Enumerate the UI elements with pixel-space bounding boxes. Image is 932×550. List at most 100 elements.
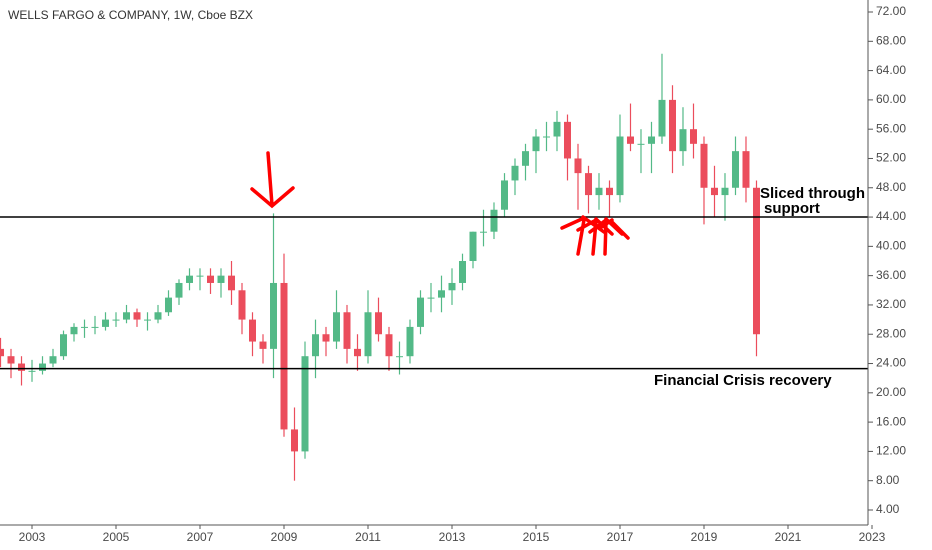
y-tick-label: 12.00 xyxy=(876,444,906,458)
y-tick-label: 8.00 xyxy=(876,473,900,487)
x-tick-label: 2015 xyxy=(523,530,550,544)
candle-body xyxy=(144,319,152,321)
candle-body xyxy=(269,282,277,349)
candle-body xyxy=(742,151,750,188)
candle-body xyxy=(154,312,162,320)
y-tick-label: 44.00 xyxy=(876,209,906,223)
x-tick-label: 2017 xyxy=(607,530,634,544)
candle-body xyxy=(385,334,393,357)
candle-body xyxy=(217,275,225,283)
candle-body xyxy=(332,312,340,342)
candle-body xyxy=(616,136,624,196)
y-tick-label: 64.00 xyxy=(876,63,906,77)
x-tick-label: 2005 xyxy=(103,530,130,544)
candle-body xyxy=(458,260,466,283)
candle-body xyxy=(374,312,382,335)
candle-body xyxy=(406,326,414,357)
candle-body xyxy=(647,136,655,144)
candle-body xyxy=(689,129,697,144)
candle-body xyxy=(70,326,78,335)
annotation: Financial Crisis recovery xyxy=(654,372,832,389)
candle-body xyxy=(364,312,372,357)
candle-body xyxy=(0,348,5,357)
candle-body xyxy=(49,356,57,364)
y-tick-label: 4.00 xyxy=(876,502,900,516)
candle-body xyxy=(637,143,645,145)
candle-body xyxy=(102,319,110,327)
candle-body xyxy=(395,356,403,358)
candle-body xyxy=(500,180,508,210)
candle-body xyxy=(658,99,666,137)
price-axis-panel xyxy=(868,0,932,550)
candle-body xyxy=(60,334,68,357)
y-tick-label: 28.00 xyxy=(876,326,906,340)
candle-body xyxy=(626,136,634,144)
candle-body xyxy=(605,187,613,196)
y-tick-label: 20.00 xyxy=(876,385,906,399)
y-tick-label: 32.00 xyxy=(876,297,906,311)
candle-body xyxy=(700,143,708,188)
candle-body xyxy=(186,275,194,283)
candle-body xyxy=(343,312,351,349)
candle-body xyxy=(259,341,267,349)
candle-body xyxy=(123,312,131,320)
plot-area xyxy=(0,53,868,481)
y-tick-label: 40.00 xyxy=(876,239,906,253)
arrow xyxy=(250,151,295,209)
arrow xyxy=(598,218,630,240)
chart-title: WELLS FARGO & COMPANY, 1W, Cboe BZX xyxy=(8,8,253,22)
candle-body xyxy=(427,297,435,299)
candle-body xyxy=(196,275,204,277)
candle-body xyxy=(7,356,15,364)
x-tick-label: 2003 xyxy=(19,530,46,544)
candle-body xyxy=(490,209,498,232)
candle-body xyxy=(238,290,246,320)
y-tick-label: 68.00 xyxy=(876,33,906,47)
axes: 2003 2005 2007 2009 2011 2013 2015 2017 2019 2021… xyxy=(19,4,907,544)
y-tick-label: 56.00 xyxy=(876,121,906,135)
drawn-arrows xyxy=(250,151,630,256)
x-tick-label: 2021 xyxy=(775,530,802,544)
y-tick-label: 72.00 xyxy=(876,4,906,18)
y-tick-label: 16.00 xyxy=(876,414,906,428)
candle-body xyxy=(731,151,739,188)
candle-body xyxy=(574,158,582,174)
candle-body xyxy=(479,231,487,233)
candle-body xyxy=(39,363,47,371)
candle-body xyxy=(511,165,519,181)
x-tick-label: 2023 xyxy=(859,530,886,544)
candle-body xyxy=(553,121,561,137)
candle-body xyxy=(18,363,26,371)
y-tick-label: 52.00 xyxy=(876,151,906,165)
y-tick-label: 48.00 xyxy=(876,180,906,194)
candle-body xyxy=(28,370,36,372)
candle-body xyxy=(563,121,571,159)
candle-body xyxy=(437,290,445,298)
candle-body xyxy=(311,334,319,357)
candle-body xyxy=(248,319,256,342)
y-tick-label: 36.00 xyxy=(876,268,906,282)
candle-body xyxy=(752,187,760,335)
y-tick-label: 24.00 xyxy=(876,356,906,370)
candle-body xyxy=(322,334,330,342)
candle-body xyxy=(721,187,729,196)
x-tick-label: 2011 xyxy=(355,530,381,544)
candle-body xyxy=(668,99,676,152)
candle-body xyxy=(290,429,298,452)
candle-body xyxy=(542,136,550,138)
x-tick-label: 2009 xyxy=(271,530,298,544)
candle-body xyxy=(584,173,592,196)
candle-body xyxy=(207,275,215,283)
candle-body xyxy=(301,356,309,452)
x-tick-label: 2013 xyxy=(439,530,466,544)
candle-body xyxy=(165,297,173,313)
candle-body xyxy=(679,129,687,152)
candle-body xyxy=(710,187,718,196)
candle-body xyxy=(112,319,120,321)
x-tick-label: 2007 xyxy=(187,530,214,544)
candle-body xyxy=(521,151,529,166)
candle-body xyxy=(91,326,99,328)
candle-body xyxy=(228,275,236,291)
candle-body xyxy=(416,297,424,327)
